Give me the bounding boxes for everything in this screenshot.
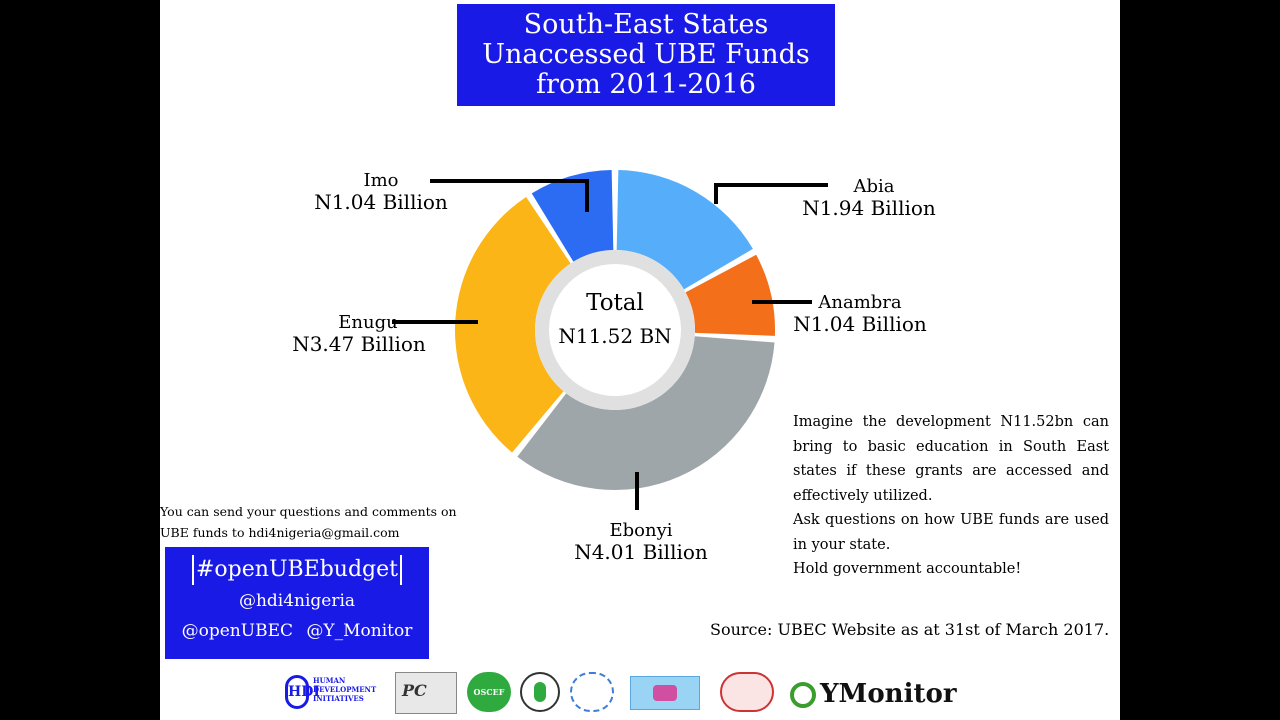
source-note: Source: UBEC Website as at 31st of March…	[710, 620, 1110, 639]
label-abia-state: Abia	[853, 176, 895, 197]
label-anambra-amount: N1.04 Billion	[793, 312, 927, 336]
slice-abia	[616, 170, 753, 290]
title-banner: South-East States Unaccessed UBE Funds f…	[457, 4, 835, 106]
contact-note: You can send your questions and comments…	[160, 504, 457, 540]
slice-ebonyi	[517, 336, 775, 490]
label-ebonyi-amount: N4.01 Billion	[574, 540, 708, 564]
title-line-2: Unaccessed UBE Funds	[482, 39, 810, 70]
inner-hole	[549, 264, 681, 396]
ymonitor-logo: YMonitor	[790, 676, 970, 718]
label-imo: Imo N1.04 Billion	[306, 170, 456, 214]
label-abia-amount: N1.94 Billion	[802, 196, 936, 220]
label-imo-state: Imo	[363, 170, 399, 191]
ghow-logo	[520, 672, 560, 712]
title-line-3: from 2011-2016	[536, 69, 756, 100]
center-total-value: N11.52 BN	[558, 324, 672, 348]
handle-hdi4nigeria[interactable]: @hdi4nigeria	[238, 591, 356, 611]
social-box: #openUBEbudget @hdi4nigeria @openUBEC @Y…	[165, 547, 429, 659]
hdi-logo-text: HUMAN DEVELOPMENT INITIATIVES	[313, 676, 377, 703]
label-enugu-state: Enugu	[338, 312, 398, 333]
label-anambra: Anambra N1.04 Billion	[785, 292, 935, 336]
handle-openubec[interactable]: @openUBEC	[181, 621, 293, 641]
network-ring-logo	[570, 672, 614, 712]
blue-badge-logo	[630, 676, 700, 710]
leader-line-imo	[430, 179, 589, 212]
infographic-canvas: South-East States Unaccessed UBE Funds f…	[160, 0, 1120, 720]
label-enugu: Enugu N3.47 Billion	[284, 312, 434, 356]
label-abia: Abia N1.94 Billion	[794, 176, 944, 220]
callout-paragraph-2: Ask questions on how UBE funds are used …	[793, 512, 1109, 553]
label-ebonyi-state: Ebonyi	[609, 520, 673, 541]
title-line-1: South-East States	[523, 9, 769, 40]
hdi-logo: HDI HUMAN DEVELOPMENT INITIATIVES	[285, 672, 385, 714]
hdi-logo-mark: HDI	[285, 675, 320, 709]
slice-imo	[531, 170, 614, 262]
slice-enugu	[455, 196, 571, 453]
handle-y-monitor[interactable]: @Y_Monitor	[306, 621, 413, 641]
oscef-logo: OSCEF	[467, 672, 511, 712]
seal-logo	[720, 672, 774, 712]
ymonitor-logo-text: YMonitor	[820, 679, 957, 709]
donut-chart	[392, 170, 828, 510]
leader-line-abia	[714, 183, 828, 204]
ymonitor-logo-icon	[790, 682, 816, 708]
label-ebonyi: Ebonyi N4.01 Billion	[566, 520, 716, 564]
partner-logos: HDI HUMAN DEVELOPMENT INITIATIVES PC OSC…	[280, 672, 980, 716]
slice-anambra	[685, 254, 775, 336]
label-anambra-state: Anambra	[818, 292, 902, 313]
callout-paragraph-1: Imagine the development N11.52bn can bri…	[793, 414, 1109, 504]
pc-logo: PC	[395, 672, 457, 714]
handles-row: @openUBEC @Y_Monitor	[165, 621, 429, 641]
label-enugu-amount: N3.47 Billion	[292, 332, 426, 356]
callout-text: Imagine the development N11.52bn can bri…	[793, 410, 1109, 582]
leader-lines	[392, 179, 828, 510]
hashtag-link[interactable]: #openUBEbudget	[192, 555, 402, 585]
callout-paragraph-3: Hold government accountable!	[793, 561, 1022, 577]
label-imo-amount: N1.04 Billion	[314, 190, 448, 214]
center-total-label: Total	[586, 290, 644, 316]
